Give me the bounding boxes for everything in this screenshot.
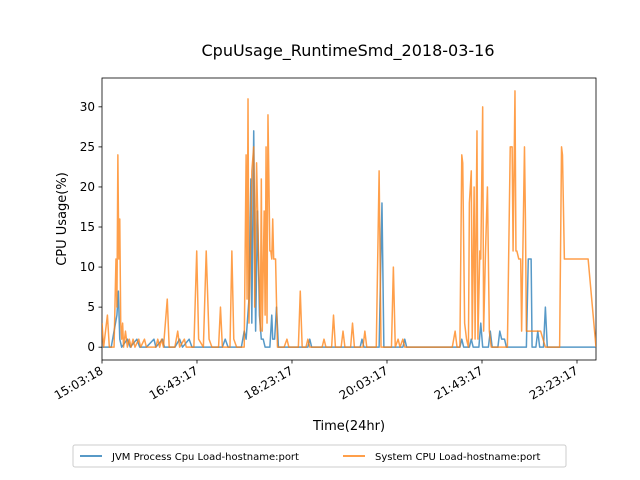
y-tick-label: 30 <box>80 100 95 114</box>
y-tick-label: 15 <box>80 220 95 234</box>
legend-label-jvm: JVM Process Cpu Load-hostname:port <box>111 452 299 463</box>
axes-frame <box>101 77 597 361</box>
y-tick-label: 10 <box>80 260 95 274</box>
legend: JVM Process Cpu Load-hostname:port Syste… <box>72 444 567 468</box>
y-tick-label: 25 <box>80 140 95 154</box>
legend-label-system: System CPU Load-hostname:port <box>375 452 540 463</box>
y-axis-ticks: 0 5 10 15 20 25 30 <box>80 100 102 354</box>
y-tick-label: 5 <box>87 300 95 314</box>
x-tick-label: 20:03:17 <box>337 363 391 402</box>
legend-frame <box>72 444 567 468</box>
chart-title: CpuUsage_RuntimeSmd_2018-03-16 <box>201 41 494 61</box>
x-tick-label: 15:03:18 <box>52 363 106 402</box>
x-axis-label: Time(24hr) <box>312 419 385 434</box>
x-tick-label: 16:43:17 <box>147 363 201 402</box>
x-tick-label: 18:23:17 <box>242 363 296 402</box>
x-tick-label: 23:23:17 <box>527 363 581 402</box>
x-tick-label: 21:43:17 <box>432 363 486 402</box>
x-axis-ticks: 15:03:18 16:43:17 18:23:17 20:03:17 21:43:17… <box>52 360 581 403</box>
plot-area <box>101 77 597 361</box>
y-tick-label: 0 <box>87 340 95 354</box>
series-line-1 <box>102 90 596 348</box>
y-axis-label: CPU Usage(%) <box>55 172 70 266</box>
y-tick-label: 20 <box>80 180 95 194</box>
